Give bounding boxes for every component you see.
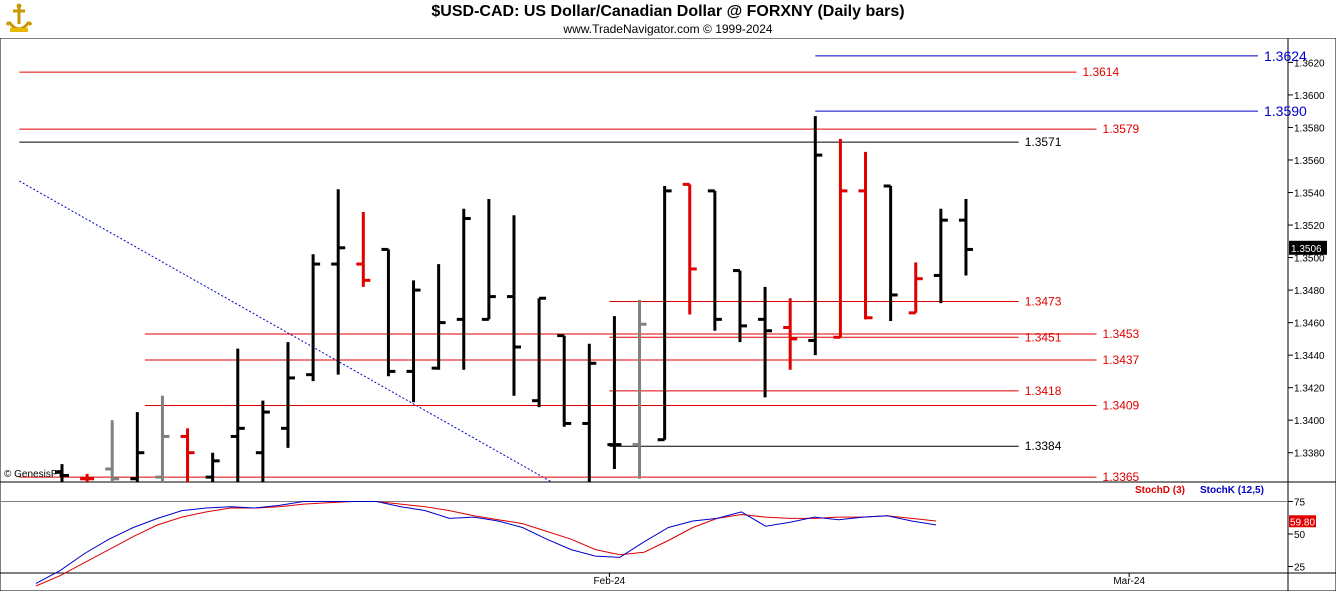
stoch-lines: 59.80 <box>35 501 1316 587</box>
price-tick-label: 1.3380 <box>1294 449 1325 460</box>
ohlc-bar <box>833 138 848 339</box>
price-tick-label: 1.3460 <box>1294 319 1325 330</box>
ohlc-bar <box>205 452 220 482</box>
anchor-logo-icon <box>5 3 33 32</box>
corner-box <box>1287 572 1336 591</box>
price-tick-label: 1.3440 <box>1294 351 1325 362</box>
level-label: 1.3384 <box>1025 439 1062 453</box>
price-tick-label: 1.3400 <box>1294 416 1325 427</box>
ohlc-bar <box>958 199 973 276</box>
ohlc-bar <box>506 215 521 396</box>
stoch-series-line <box>35 501 937 587</box>
stoch-panel <box>0 481 1289 574</box>
ohlc-bar <box>306 254 321 382</box>
level-label: 1.3437 <box>1103 353 1140 367</box>
ohlc-bars <box>55 116 973 482</box>
last-price-marker: 1.3506 <box>1289 240 1327 255</box>
level-label: 1.3614 <box>1082 65 1119 79</box>
price-tick-label: 1.3600 <box>1294 91 1325 102</box>
stoch-tick-labels: 25 50 75 <box>0 498 1306 574</box>
stoch-last-value-label: 59.80 <box>1290 517 1315 528</box>
ohlc-bar <box>607 316 622 469</box>
price-tick-labels: 1.3380 1.3400 1.3420 1.3440 1.3460 1.3480 1.35… <box>1288 58 1325 460</box>
ohlc-bar <box>707 189 722 331</box>
ohlc-bar <box>883 184 898 321</box>
chart-title: $USD-CAD: US Dollar/Canadian Dollar @ FO… <box>431 3 905 20</box>
price-tick-label: 1.3580 <box>1294 123 1325 134</box>
chart-header: $USD-CAD: US Dollar/Canadian Dollar @ FO… <box>0 0 1336 38</box>
level-label: 1.3579 <box>1103 122 1140 136</box>
stoch-axis <box>1287 481 1336 574</box>
date-axis <box>0 572 1289 591</box>
trendline-segment <box>19 180 552 483</box>
ohlc-bar <box>808 116 823 356</box>
level-label: 1.3624 <box>1264 48 1307 64</box>
ohlc-bar <box>230 348 245 482</box>
ohlc-bar <box>381 247 396 377</box>
level-label: 1.3473 <box>1025 294 1062 308</box>
stoch-legend-item: StochD (3) <box>1135 485 1185 496</box>
level-label: 1.3365 <box>1103 470 1140 484</box>
price-tick-label: 1.3560 <box>1294 156 1325 167</box>
ohlc-bar <box>532 296 547 408</box>
ohlc-bar <box>758 286 773 398</box>
trendline <box>19 180 552 483</box>
ohlc-bar <box>933 208 948 304</box>
ohlc-bar <box>632 299 647 479</box>
stoch-series-line <box>35 501 937 584</box>
date-tick-label: Feb-24 <box>594 576 626 587</box>
ohlc-bar <box>908 262 923 315</box>
ohlc-bar <box>105 420 120 482</box>
ohlc-bar <box>180 428 195 482</box>
price-tick-label: 1.3500 <box>1294 254 1325 265</box>
stoch-tick-label: 25 <box>1294 563 1306 574</box>
chart-subtitle: www.TradeNavigator.com © 1999-2024 <box>563 22 773 36</box>
ohlc-bar <box>280 342 295 448</box>
date-tick-label: Mar-24 <box>1113 576 1145 587</box>
ohlc-bar <box>682 182 697 315</box>
ohlc-bar <box>431 264 446 370</box>
stoch-legend: StochD (3) StochK (12,5) <box>1135 485 1264 496</box>
level-label: 1.3418 <box>1025 384 1062 398</box>
level-lines: 1.3624 1.3614 1.3590 1.3579 1.3571 1.3473 1.34… <box>19 48 1307 484</box>
price-panel <box>0 37 1289 483</box>
ohlc-bar <box>55 464 69 482</box>
price-tick-label: 1.3480 <box>1294 286 1325 297</box>
ohlc-bar <box>406 280 421 403</box>
last-price-label: 1.3506 <box>1291 244 1322 255</box>
price-tick-label: 1.3520 <box>1294 221 1325 232</box>
date-labels: Feb-24 Mar-24 <box>594 573 1145 587</box>
level-label: 1.3453 <box>1103 327 1140 341</box>
ohlc-bar <box>557 334 572 427</box>
last-price-box <box>1289 240 1327 255</box>
stoch-tick-label: 50 <box>1294 530 1306 541</box>
ohlc-bar <box>481 199 496 321</box>
level-label: 1.3409 <box>1103 399 1140 413</box>
data-credit: © GenesisFT <box>4 469 64 480</box>
ohlc-bar <box>155 395 170 482</box>
ohlc-bar <box>255 400 270 482</box>
ohlc-bar <box>331 189 346 375</box>
level-label: 1.3590 <box>1264 103 1307 119</box>
ohlc-bar <box>582 343 597 482</box>
price-tick-label: 1.3540 <box>1294 189 1325 200</box>
stoch-legend-item: StochK (12,5) <box>1200 485 1264 496</box>
price-tick-label: 1.3420 <box>1294 384 1325 395</box>
stoch-tick-label: 75 <box>1294 498 1306 509</box>
ohlc-bar <box>356 212 371 287</box>
ohlc-bar <box>80 473 95 482</box>
ohlc-bar <box>858 151 873 320</box>
price-tick-label: 1.3620 <box>1294 58 1325 69</box>
stoch-last-value-box <box>1289 515 1316 528</box>
ohlc-bar <box>456 208 471 370</box>
price-axis <box>1287 37 1336 483</box>
ohlc-bar <box>130 412 145 482</box>
level-label: 1.3451 <box>1025 330 1062 344</box>
ohlc-bar <box>657 186 672 442</box>
ohlc-bar <box>732 269 747 343</box>
ohlc-bar <box>783 298 798 370</box>
level-label: 1.3571 <box>1025 135 1062 149</box>
